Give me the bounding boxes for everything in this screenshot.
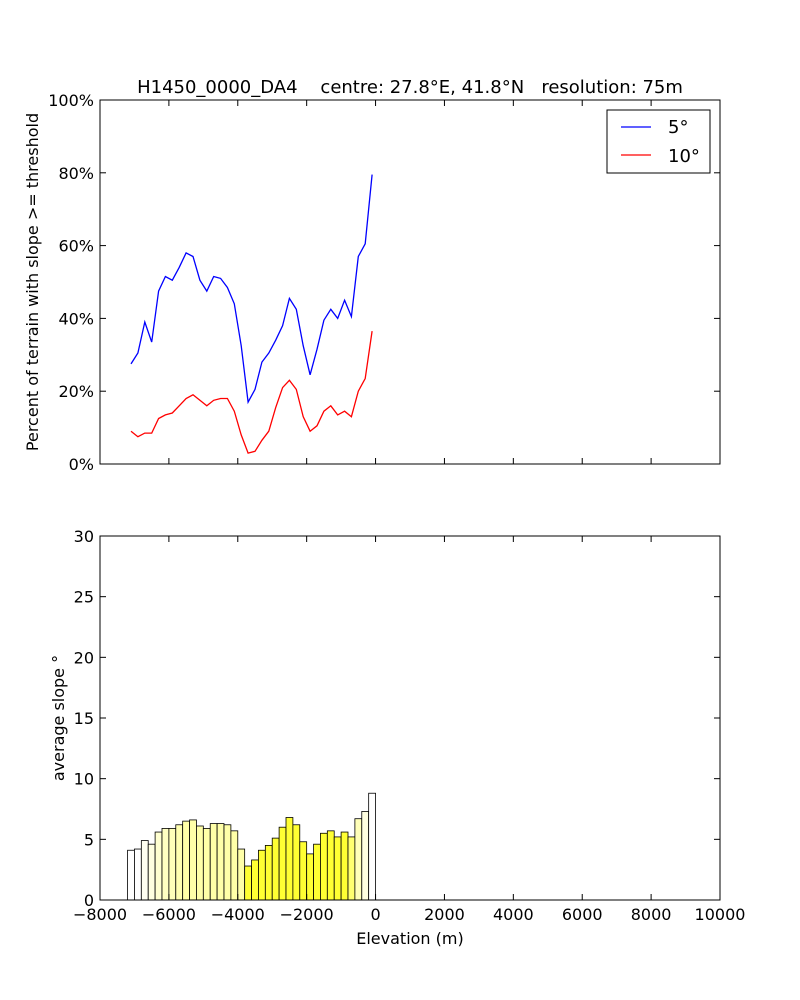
slope-bar xyxy=(368,792,376,901)
slope-bar xyxy=(140,840,149,901)
slope-bar xyxy=(202,828,211,901)
top-plot-frame xyxy=(99,99,721,465)
bottom-y-tick-label: 5 xyxy=(84,830,94,849)
slope-bar xyxy=(209,823,218,901)
bottom-y-tick-label: 10 xyxy=(74,770,94,789)
slope-bar xyxy=(299,841,308,901)
top-y-tick-label: 80% xyxy=(58,164,94,183)
slope-bar xyxy=(320,832,328,901)
slope-bar xyxy=(313,843,321,901)
slope-bar xyxy=(347,836,356,901)
x-tick-label: 8000 xyxy=(631,905,672,924)
slope-bar xyxy=(340,831,349,901)
bottom-y-tick-label: 30 xyxy=(74,527,94,546)
series-line-10deg xyxy=(130,331,373,454)
series-line-5deg xyxy=(130,174,373,405)
x-tick-label: 0 xyxy=(370,905,380,924)
slope-bar xyxy=(196,825,204,901)
top-y-tick-label: 0% xyxy=(69,455,94,474)
slope-bar xyxy=(354,818,363,901)
bottom-y-tick-label: 20 xyxy=(74,648,94,667)
bottom-chart: 0 5 10 15 20 25 30 −8000 −6000 −4000 −2000 0 2000 400… xyxy=(49,527,745,948)
slope-bar xyxy=(361,811,370,901)
slope-bar xyxy=(264,845,273,901)
top-y-tick-label: 40% xyxy=(58,309,94,328)
slope-bar xyxy=(127,849,135,901)
x-tick-label: 6000 xyxy=(562,905,603,924)
slope-bar xyxy=(223,824,232,901)
x-tick-label: 4000 xyxy=(493,905,534,924)
bottom-plot-frame xyxy=(99,535,721,901)
slope-bar xyxy=(278,826,287,901)
slope-bar xyxy=(230,830,239,901)
slope-bar xyxy=(154,831,163,901)
bottom-y-axis-label: average slope ° xyxy=(49,655,68,781)
slope-bar xyxy=(326,830,335,901)
top-y-tick-label: 60% xyxy=(58,237,94,256)
slope-bar xyxy=(271,837,280,901)
slope-bar xyxy=(306,853,314,901)
x-tick-label: −2000 xyxy=(280,905,334,924)
x-tick-label: 10000 xyxy=(695,905,746,924)
slope-bar xyxy=(292,824,301,901)
x-tick-label: −4000 xyxy=(211,905,265,924)
x-tick-label: −8000 xyxy=(73,905,127,924)
slope-bar xyxy=(244,865,252,901)
slope-bar xyxy=(134,848,142,901)
slope-bar xyxy=(258,849,266,901)
slope-bar xyxy=(182,820,190,901)
x-tick-label: 2000 xyxy=(424,905,465,924)
slope-bar xyxy=(237,848,246,901)
legend-label-10deg: 10° xyxy=(668,146,700,167)
chart-title: H1450_0000_DA4 centre: 27.8°E, 41.8°N re… xyxy=(137,77,683,98)
slope-bar xyxy=(189,819,197,901)
bottom-y-tick-label: 0 xyxy=(84,891,94,910)
slope-bar xyxy=(147,843,156,901)
top-chart: 0% 20% 40% 60% 80% 100% Percent of terrain wi… xyxy=(23,91,721,474)
x-axis-label: Elevation (m) xyxy=(356,929,463,948)
top-y-tick-label: 20% xyxy=(58,382,94,401)
slope-bar xyxy=(161,828,170,901)
x-tick-label: −6000 xyxy=(142,905,196,924)
slope-bar xyxy=(216,823,225,901)
slope-bar xyxy=(251,859,259,901)
slope-bar xyxy=(285,817,294,901)
top-y-axis-label: Percent of terrain with slope >= thresho… xyxy=(23,113,42,451)
slope-bar xyxy=(175,824,184,901)
bottom-y-tick-label: 15 xyxy=(74,709,94,728)
top-y-tick-label: 100% xyxy=(48,91,94,110)
slope-bar xyxy=(333,836,342,901)
legend: 5° 10° xyxy=(606,109,711,174)
bottom-y-tick-label: 25 xyxy=(74,588,94,607)
legend-label-5deg: 5° xyxy=(668,117,688,138)
legend-box xyxy=(606,109,711,174)
slope-bar xyxy=(168,828,177,901)
